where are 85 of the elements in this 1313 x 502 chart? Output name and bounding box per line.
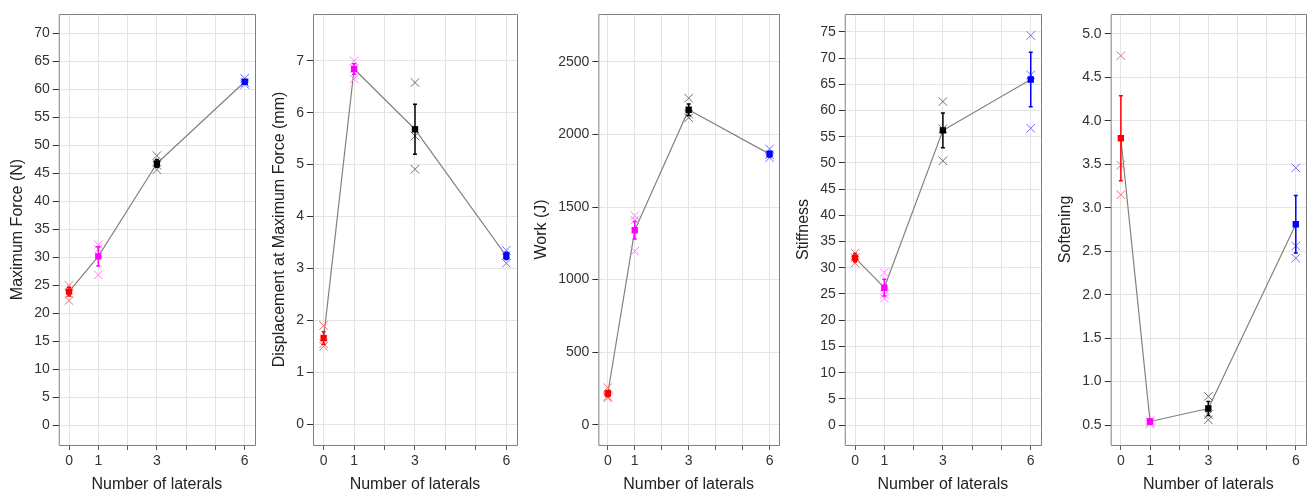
y-tick-label: 40 <box>820 206 836 223</box>
y-axis-title: Stiffness <box>794 198 812 261</box>
x-tick-label: 0 <box>65 452 74 469</box>
y-tick-label: 2 <box>296 311 305 328</box>
y-tick-label: 4.0 <box>1082 111 1102 128</box>
y-tick-label: 45 <box>820 179 836 196</box>
y-axis-title: Maximum Force (N) <box>8 158 26 301</box>
y-tick-label: 1.0 <box>1082 372 1102 389</box>
y-tick-label: 75 <box>820 22 836 39</box>
y-tick-label: 1500 <box>558 197 590 214</box>
y-tick-label: 35 <box>820 232 836 249</box>
y-tick-label: 0.5 <box>1082 415 1102 432</box>
y-tick-label: 3.5 <box>1082 155 1102 172</box>
x-tick-label: 1 <box>94 452 103 469</box>
y-tick-label: 50 <box>34 136 50 153</box>
y-tick-label: 5 <box>827 389 836 406</box>
y-tick-label: 0 <box>581 415 590 432</box>
y-tick-label: 2.0 <box>1082 285 1102 302</box>
x-tick-label: 3 <box>938 452 947 469</box>
y-tick-label: 30 <box>820 258 836 275</box>
y-tick-label: 65 <box>34 52 50 69</box>
y-tick-label: 60 <box>34 80 50 97</box>
x-tick-label: 6 <box>765 452 774 469</box>
y-tick-label: 2500 <box>558 52 590 69</box>
y-tick-label: 25 <box>34 276 50 293</box>
y-tick-label: 60 <box>820 101 836 118</box>
y-tick-label: 10 <box>34 360 50 377</box>
x-tick-label: 3 <box>411 452 420 469</box>
y-tick-label: 40 <box>34 192 50 209</box>
y-tick-label: 10 <box>820 363 836 380</box>
y-tick-label: 0 <box>41 416 50 433</box>
y-tick-label: 2.5 <box>1082 242 1102 259</box>
x-tick-label: 0 <box>319 452 328 469</box>
x-tick-label: 1 <box>880 452 889 469</box>
y-axis-title: Softening <box>1056 195 1074 264</box>
x-tick-label: 1 <box>630 452 639 469</box>
y-tick-label: 70 <box>820 48 836 65</box>
x-axis-title: Number of laterals <box>1142 474 1274 492</box>
y-tick-label: 20 <box>820 311 836 328</box>
y-tick-label: 30 <box>34 248 50 265</box>
x-tick-label: 6 <box>240 452 249 469</box>
y-tick-label: 3 <box>296 259 305 276</box>
y-tick-label: 5.0 <box>1082 24 1102 41</box>
x-tick-label: 6 <box>1026 452 1035 469</box>
y-tick-label: 500 <box>565 342 590 359</box>
y-axis-title: Work (J) <box>532 199 550 260</box>
x-tick-label: 3 <box>1204 452 1213 469</box>
y-tick-label: 70 <box>34 24 50 41</box>
y-tick-label: 2000 <box>558 125 590 142</box>
x-tick-label: 1 <box>350 452 359 469</box>
y-tick-label: 4 <box>296 207 305 224</box>
x-axis-title: Number of laterals <box>877 474 1009 492</box>
y-tick-label: 6 <box>296 103 305 120</box>
y-tick-label: 65 <box>820 75 836 92</box>
y-tick-label: 5 <box>41 388 50 405</box>
y-tick-label: 45 <box>34 164 50 181</box>
y-tick-label: 20 <box>34 304 50 321</box>
y-tick-label: 35 <box>34 220 50 237</box>
y-tick-label: 50 <box>820 153 836 170</box>
x-tick-label: 3 <box>684 452 693 469</box>
x-axis-title: Number of laterals <box>623 474 755 492</box>
y-tick-label: 0 <box>827 415 836 432</box>
y-tick-label: 0 <box>296 415 305 432</box>
y-tick-label: 1000 <box>558 270 590 287</box>
y-tick-label: 55 <box>34 108 50 125</box>
y-tick-label: 4.5 <box>1082 68 1102 85</box>
y-tick-label: 1 <box>296 363 305 380</box>
y-tick-label: 55 <box>820 127 836 144</box>
x-tick-label: 0 <box>1116 452 1125 469</box>
y-axis-title: Displacement at Maximum Force (mm) <box>270 91 288 368</box>
y-tick-label: 15 <box>34 332 50 349</box>
y-tick-label: 1.5 <box>1082 328 1102 345</box>
y-tick-label: 15 <box>820 337 836 354</box>
x-tick-label: 1 <box>1146 452 1155 469</box>
x-axis-title: Number of laterals <box>349 474 481 492</box>
y-tick-label: 7 <box>296 51 305 68</box>
x-tick-label: 0 <box>603 452 612 469</box>
x-tick-label: 3 <box>152 452 161 469</box>
x-tick-label: 6 <box>1291 452 1300 469</box>
x-tick-label: 6 <box>502 452 511 469</box>
y-tick-label: 3.0 <box>1082 198 1102 215</box>
y-tick-label: 25 <box>820 284 836 301</box>
y-tick-label: 5 <box>296 155 305 172</box>
x-tick-label: 0 <box>851 452 860 469</box>
x-axis-title: Number of laterals <box>91 474 223 492</box>
